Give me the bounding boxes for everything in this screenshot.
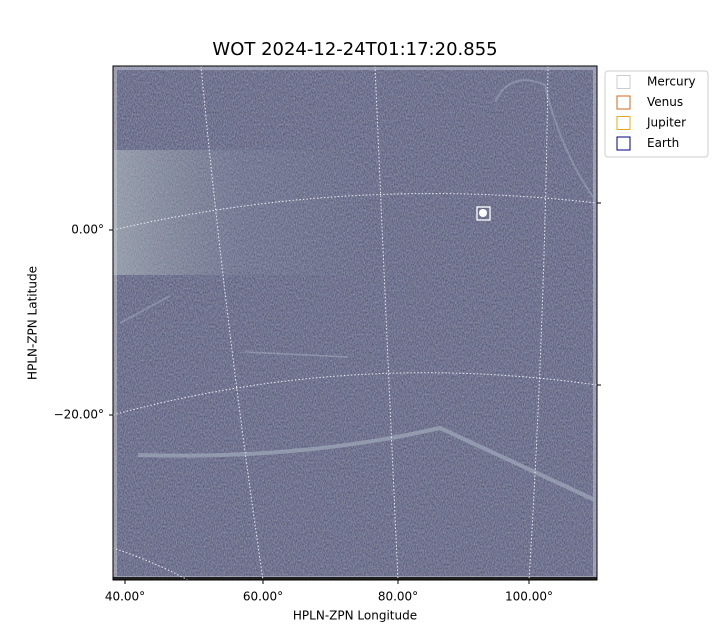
x-axis-label: HPLN-ZPN Longitude xyxy=(293,609,417,623)
chart-title: WOT 2024-12-24T01:17:20.855 xyxy=(212,39,497,60)
grid-line xyxy=(112,547,189,581)
legend xyxy=(604,70,709,158)
legend-key xyxy=(616,95,631,110)
x-tick-label: 80.00° xyxy=(378,590,418,604)
legend-key xyxy=(616,75,631,89)
x-tick-label: 100.00° xyxy=(505,590,553,604)
image xyxy=(113,66,597,580)
legend-label: Jupiter xyxy=(646,116,686,130)
legend-key xyxy=(616,136,631,151)
axes-frame xyxy=(112,65,598,581)
legend-label: Mercury xyxy=(647,75,696,89)
y-axis-label: HPLN-ZPN Latitude xyxy=(26,266,40,380)
legend-label: Venus xyxy=(647,95,683,109)
legend-key xyxy=(616,116,631,130)
grid-line xyxy=(374,65,399,581)
x-tick-label: 60.00° xyxy=(243,590,283,604)
grid-line xyxy=(112,193,598,231)
legend-label: Earth xyxy=(647,136,679,150)
y-tick-label: −20.00° xyxy=(54,408,104,422)
grid-line xyxy=(528,65,549,581)
grid-line xyxy=(200,65,264,581)
x-tick-label: 40.00° xyxy=(105,590,145,604)
y-tick-label: 0.00° xyxy=(71,223,104,237)
grid-line xyxy=(112,372,598,416)
